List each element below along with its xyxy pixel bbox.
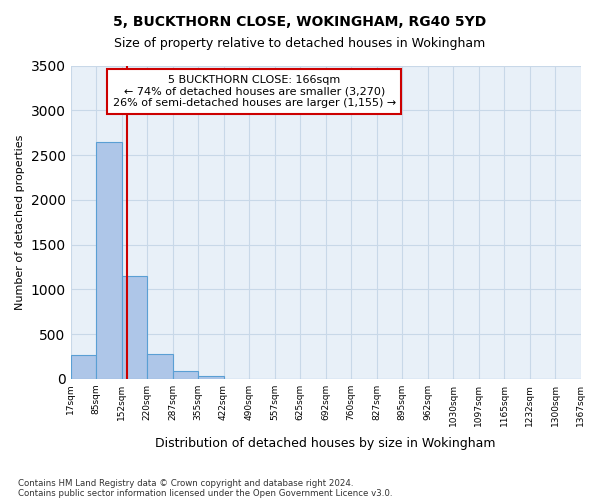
- Text: 5, BUCKTHORN CLOSE, WOKINGHAM, RG40 5YD: 5, BUCKTHORN CLOSE, WOKINGHAM, RG40 5YD: [113, 15, 487, 29]
- Text: 5 BUCKTHORN CLOSE: 166sqm
← 74% of detached houses are smaller (3,270)
26% of se: 5 BUCKTHORN CLOSE: 166sqm ← 74% of detac…: [113, 75, 396, 108]
- Bar: [198, 376, 224, 379]
- Y-axis label: Number of detached properties: Number of detached properties: [15, 134, 25, 310]
- Text: Size of property relative to detached houses in Wokingham: Size of property relative to detached ho…: [115, 38, 485, 51]
- Bar: [122, 276, 147, 379]
- Bar: [173, 372, 198, 379]
- Text: Contains HM Land Registry data © Crown copyright and database right 2024.: Contains HM Land Registry data © Crown c…: [18, 478, 353, 488]
- Bar: [147, 354, 173, 379]
- X-axis label: Distribution of detached houses by size in Wokingham: Distribution of detached houses by size …: [155, 437, 496, 450]
- Bar: [96, 142, 122, 379]
- Text: Contains public sector information licensed under the Open Government Licence v3: Contains public sector information licen…: [18, 488, 392, 498]
- Bar: [71, 354, 96, 379]
